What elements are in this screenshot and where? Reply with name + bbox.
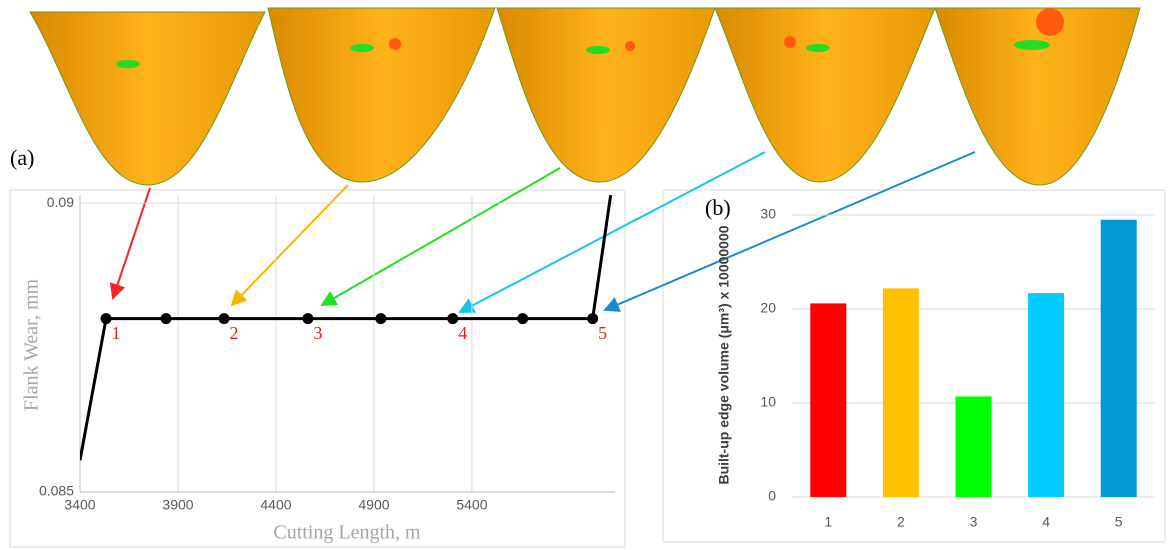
- y-tick-label: 0.09: [47, 194, 74, 210]
- y-axis-title: Flank Wear, mm: [21, 278, 43, 411]
- page: (a) (b) Cutting Length, m Flank Wear, mm…: [0, 0, 1171, 550]
- arrows: [113, 152, 975, 312]
- x-tick-label: 4900: [358, 497, 389, 513]
- point-label: 1: [112, 323, 121, 343]
- y-tick-label: 0: [768, 488, 776, 504]
- x-tick-label: 5400: [456, 497, 487, 513]
- bar: [1101, 220, 1137, 497]
- tool-image: [715, 8, 935, 182]
- bue-spot: [1036, 8, 1064, 36]
- arrow: [322, 168, 560, 305]
- point: [517, 313, 528, 324]
- point: [375, 313, 386, 324]
- wear-spot: [116, 60, 140, 68]
- arrow: [605, 152, 975, 310]
- bue-spot: [389, 38, 401, 50]
- point-label: 2: [230, 323, 239, 343]
- y-tick-label: 20: [760, 300, 776, 316]
- point: [161, 313, 172, 324]
- x-tick-label: 3900: [162, 497, 193, 513]
- bue-spot: [784, 36, 796, 48]
- tool-image: [935, 8, 1140, 185]
- point: [447, 313, 458, 324]
- y-tick-label: 0.085: [39, 483, 74, 499]
- panel-a-frame: [10, 190, 625, 547]
- bue-spot: [625, 41, 635, 51]
- x-tick-label: 3400: [64, 497, 95, 513]
- bar: [1028, 293, 1064, 497]
- panel-label: (a): [10, 145, 34, 170]
- x-tick-label: 1: [824, 514, 832, 530]
- point: [219, 313, 230, 324]
- tool-image: [268, 8, 495, 182]
- point: [101, 313, 112, 324]
- point-label: 4: [458, 323, 467, 343]
- x-tick-label: 3: [970, 514, 978, 530]
- point: [587, 313, 598, 324]
- x-tick-label: 4400: [260, 497, 291, 513]
- y-tick-label: 10: [760, 394, 776, 410]
- x-tick-label: 4: [1042, 514, 1050, 530]
- tool-images: [30, 8, 1140, 185]
- series-line: [80, 195, 611, 460]
- x-tick-label: 5: [1115, 514, 1123, 530]
- x-axis-title: Cutting Length, m: [273, 522, 421, 544]
- bar: [956, 396, 992, 497]
- point-label: 3: [313, 323, 322, 343]
- point-label: 5: [598, 323, 607, 343]
- wear-spot: [1014, 40, 1050, 50]
- tool-image: [30, 12, 265, 185]
- tool-image: [497, 8, 715, 182]
- wear-spot: [806, 44, 830, 52]
- y-tick-label: 30: [760, 206, 776, 222]
- bar: [883, 288, 919, 497]
- bar: [810, 303, 846, 497]
- point: [302, 313, 313, 324]
- panel-label: (b): [705, 195, 731, 220]
- figure: (a) (b) Cutting Length, m Flank Wear, mm…: [0, 0, 1171, 550]
- y-axis-title: Built-up edge volume (μm³) x 10000000: [716, 225, 732, 484]
- arrow: [113, 188, 150, 298]
- x-tick-label: 2: [897, 514, 905, 530]
- wear-spot: [586, 46, 610, 54]
- wear-spot: [350, 44, 374, 52]
